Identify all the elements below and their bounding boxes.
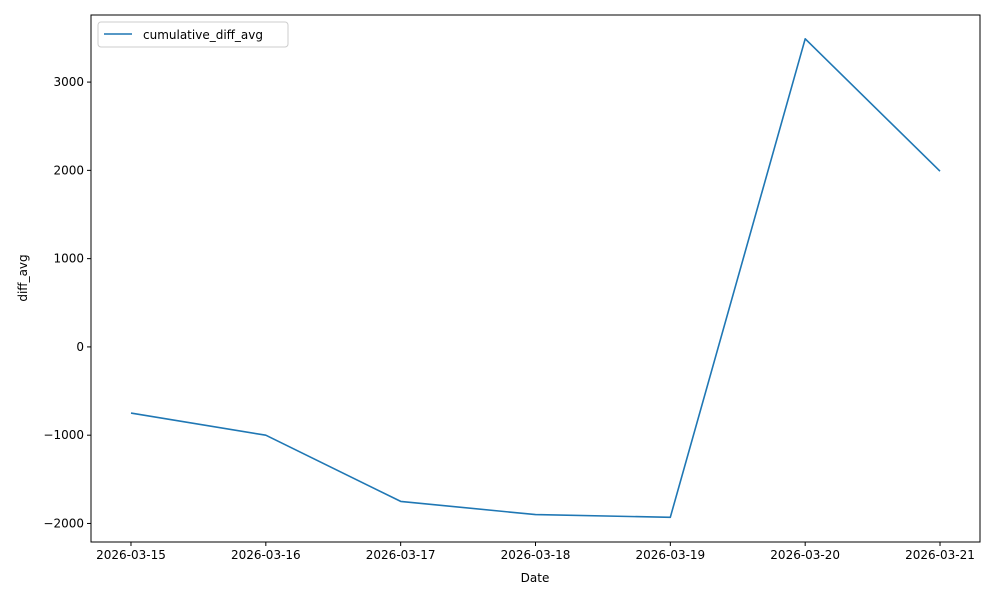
y-axis: −2000 −1000 0 1000 2000 3000 <box>43 75 91 530</box>
x-axis-label: Date <box>521 571 550 585</box>
y-tick-label: 2000 <box>53 163 84 177</box>
y-tick-label: −1000 <box>43 428 84 442</box>
x-tick-label: 2026-03-21 <box>905 548 975 562</box>
series-layer <box>130 37 941 519</box>
legend-box <box>97 21 289 48</box>
legend-label: cumulative_diff_avg <box>143 28 263 42</box>
legend: cumulative_diff_avg <box>97 21 289 48</box>
x-tick-label: 2026-03-20 <box>770 548 840 562</box>
x-tick-label: 2026-03-16 <box>231 548 301 562</box>
y-tick-label: −2000 <box>43 516 84 530</box>
x-axis: 2026-03-15 2026-03-16 2026-03-17 2026-03-18… <box>96 542 975 562</box>
plot-area <box>91 15 980 542</box>
y-tick-label: 0 <box>76 340 84 354</box>
y-tick-label: 3000 <box>53 75 84 89</box>
y-axis-label: diff_avg <box>16 254 30 301</box>
series-line <box>130 37 941 519</box>
x-tick-label: 2026-03-19 <box>635 548 705 562</box>
x-tick-label: 2026-03-17 <box>366 548 436 562</box>
x-tick-label: 2026-03-18 <box>501 548 571 562</box>
x-tick-label: 2026-03-15 <box>96 548 166 562</box>
y-tick-label: 1000 <box>53 252 84 266</box>
